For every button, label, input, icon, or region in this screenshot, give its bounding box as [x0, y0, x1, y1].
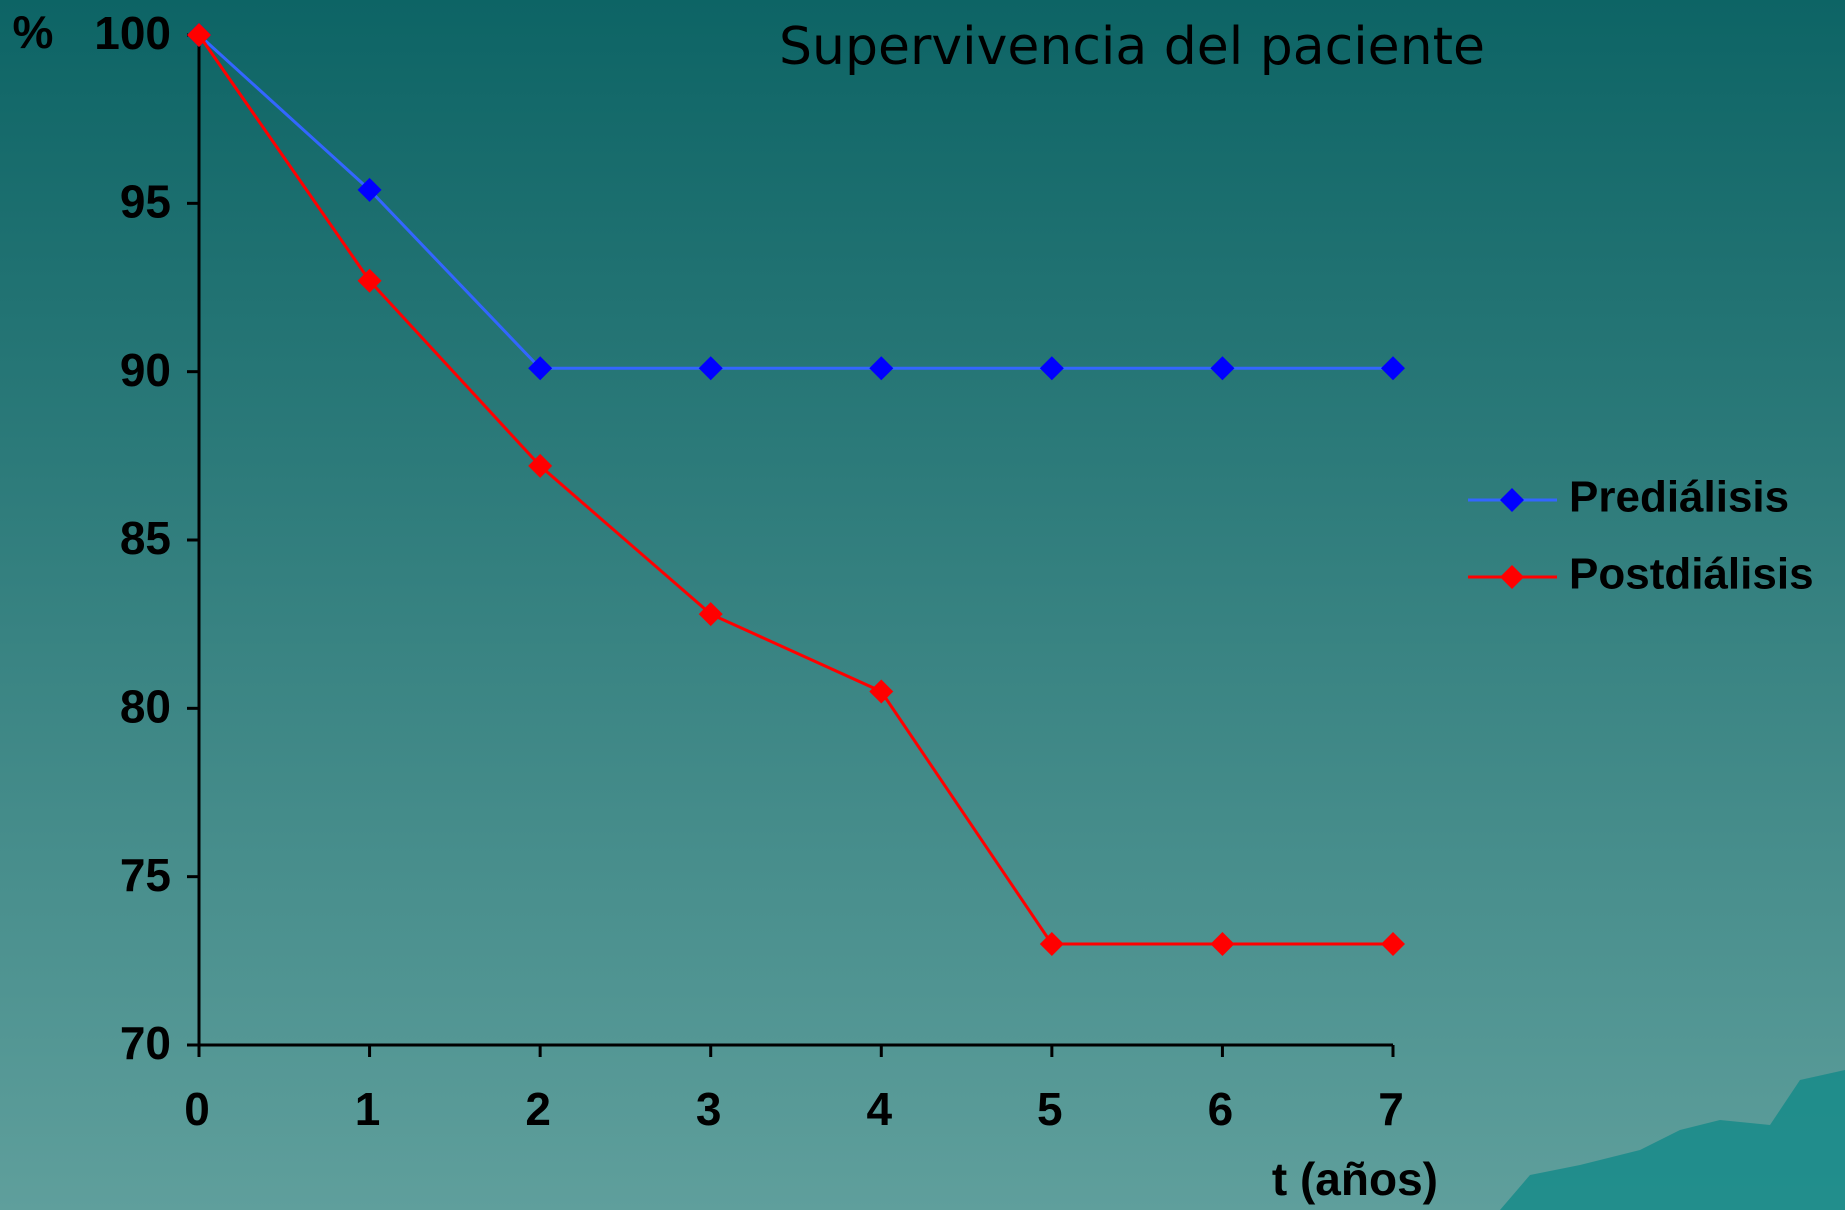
y-tick-label: 95 [120, 175, 171, 227]
x-tick-label: 7 [1378, 1083, 1404, 1135]
y-tick-label: 75 [120, 849, 171, 901]
chart-title: Supervivencia del paciente [779, 17, 1485, 77]
y-tick-label: 90 [120, 344, 171, 396]
x-tick-label: 1 [355, 1083, 381, 1135]
y-axis-label: % [13, 6, 54, 58]
x-tick-label: 0 [184, 1083, 210, 1135]
x-tick-label: 6 [1208, 1083, 1234, 1135]
y-tick-label: 70 [120, 1017, 171, 1069]
x-tick-label: 2 [525, 1083, 551, 1135]
y-tick-label: 80 [120, 680, 171, 732]
x-tick-label: 5 [1037, 1083, 1063, 1135]
x-tick-label: 3 [696, 1083, 722, 1135]
legend-label: Postdiálisis [1569, 550, 1814, 599]
x-tick-label: 4 [866, 1083, 892, 1135]
y-tick-label: 85 [120, 512, 171, 564]
legend-label: Prediálisis [1569, 473, 1789, 522]
background [0, 0, 1845, 1210]
chart: Supervivencia del paciente % t (años) 70… [0, 0, 1845, 1210]
x-axis-label: t (años) [1272, 1153, 1438, 1205]
y-tick-label: 100 [94, 7, 171, 59]
